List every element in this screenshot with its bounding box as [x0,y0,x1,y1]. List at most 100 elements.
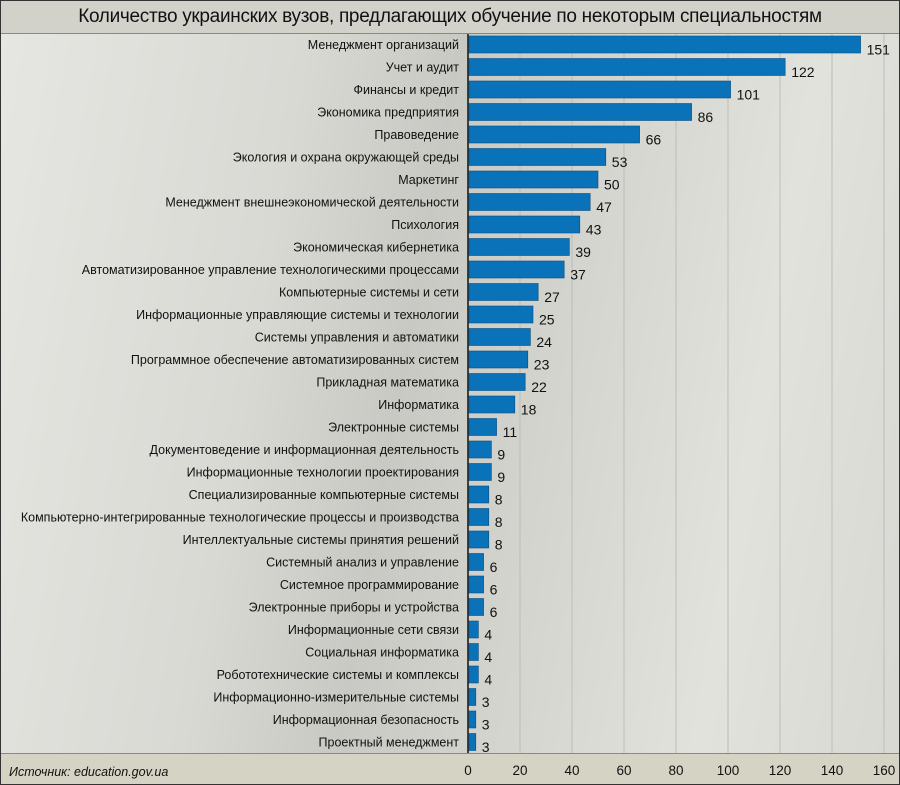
category-label: Психология [391,218,459,232]
bar [468,373,526,391]
category-label: Экология и охрана окружающей среды [233,151,459,165]
source-note: Источник: education.gov.ua [9,765,169,779]
value-label: 37 [570,267,586,283]
x-tick-label: 0 [464,763,472,778]
x-tick-label: 160 [873,763,896,778]
category-label: Интеллектуальные системы принятия решени… [183,533,459,547]
value-label: 4 [484,672,492,688]
bar [468,148,607,166]
value-label: 18 [521,402,537,418]
x-tick-label: 120 [769,763,792,778]
bar [468,170,599,189]
bar [468,395,516,414]
bar [468,598,484,616]
value-label: 8 [495,537,503,553]
value-label: 66 [646,132,662,148]
value-label: 24 [536,334,552,350]
bar [468,328,531,346]
category-label: Робототехнические системы и комплексы [217,668,459,682]
category-label: Системное программирование [280,578,459,592]
bar [468,620,479,639]
category-label: Информационно-измерительные системы [213,691,459,705]
category-label: Экономическая кибернетика [293,241,459,255]
bar [468,665,479,684]
bar [468,350,529,369]
category-label: Электронные системы [328,421,459,435]
bar [468,58,786,76]
category-label: Компьютерные системы и сети [279,286,459,300]
value-label: 86 [698,109,714,125]
value-label: 22 [531,379,547,395]
bar [468,305,534,324]
value-label: 4 [484,627,492,643]
value-label: 4 [484,649,492,665]
x-tick-label: 20 [512,763,527,778]
category-label: Маркетинг [398,173,459,187]
category-label: Системный анализ и управление [266,556,459,570]
category-label: Финансы и кредит [353,83,459,97]
value-label: 50 [604,177,620,193]
category-label: Документоведение и информационная деятел… [150,443,459,457]
value-label: 6 [490,604,498,620]
category-label: Экономика предприятия [317,106,459,120]
category-label: Правоведение [374,128,459,142]
bar [468,530,490,549]
value-label: 39 [575,244,591,260]
bar [468,193,591,211]
category-label: Информационные сети связи [288,623,459,637]
value-label: 11 [503,424,518,440]
bar [468,418,497,436]
bar [468,463,492,481]
x-tick-label: 60 [616,763,631,778]
bar [468,35,861,54]
value-label: 9 [497,447,505,463]
bar [468,80,731,99]
category-label: Информатика [378,398,459,412]
value-label: 101 [737,87,761,103]
value-label: 6 [490,582,498,598]
category-label: Учет и аудит [386,61,460,75]
bar [468,688,477,706]
category-label: Автоматизированное управление технологич… [82,263,459,277]
footer-bar [1,753,899,784]
value-label: 53 [612,154,628,170]
value-label: 25 [539,312,555,328]
category-label: Электронные приборы и устройства [249,601,459,615]
value-label: 9 [497,469,505,485]
x-tick-label: 100 [717,763,740,778]
category-label: Специализированные компьютерные системы [189,488,459,502]
bar [468,283,539,301]
bar [468,710,477,729]
bar [468,215,581,234]
bar [468,103,692,121]
x-tick-label: 140 [821,763,844,778]
category-label: Системы управления и автоматики [255,331,459,345]
bar [468,643,479,661]
value-label: 47 [596,199,612,215]
category-label: Менеджмент организаций [308,38,459,52]
value-label: 43 [586,222,602,238]
category-label: Менеджмент внешнеэкономической деятельно… [165,196,459,210]
category-label: Информационные технологии проектирования [187,466,459,480]
x-tick-label: 40 [564,763,579,778]
bar [468,733,477,751]
bar [468,485,490,504]
category-label: Социальная информатика [305,646,459,660]
value-label: 3 [482,739,490,755]
bar [468,238,570,256]
category-label: Компьютерно-интегрированные технологичес… [21,511,459,525]
bar [468,575,484,594]
bar [468,125,640,144]
bar [468,508,490,526]
category-label: Информационная безопасность [273,713,459,727]
value-label: 3 [482,694,490,710]
bar [468,260,565,279]
value-label: 151 [867,42,891,58]
value-label: 3 [482,717,490,733]
bar [468,440,492,459]
value-label: 23 [534,357,550,373]
category-label: Программное обеспечение автоматизированн… [131,353,459,367]
category-label: Прикладная математика [316,376,459,390]
